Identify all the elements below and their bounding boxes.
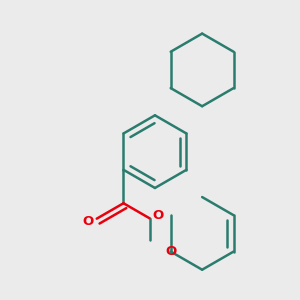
- Text: O: O: [165, 245, 176, 258]
- Text: O: O: [153, 209, 164, 222]
- Text: O: O: [83, 215, 94, 228]
